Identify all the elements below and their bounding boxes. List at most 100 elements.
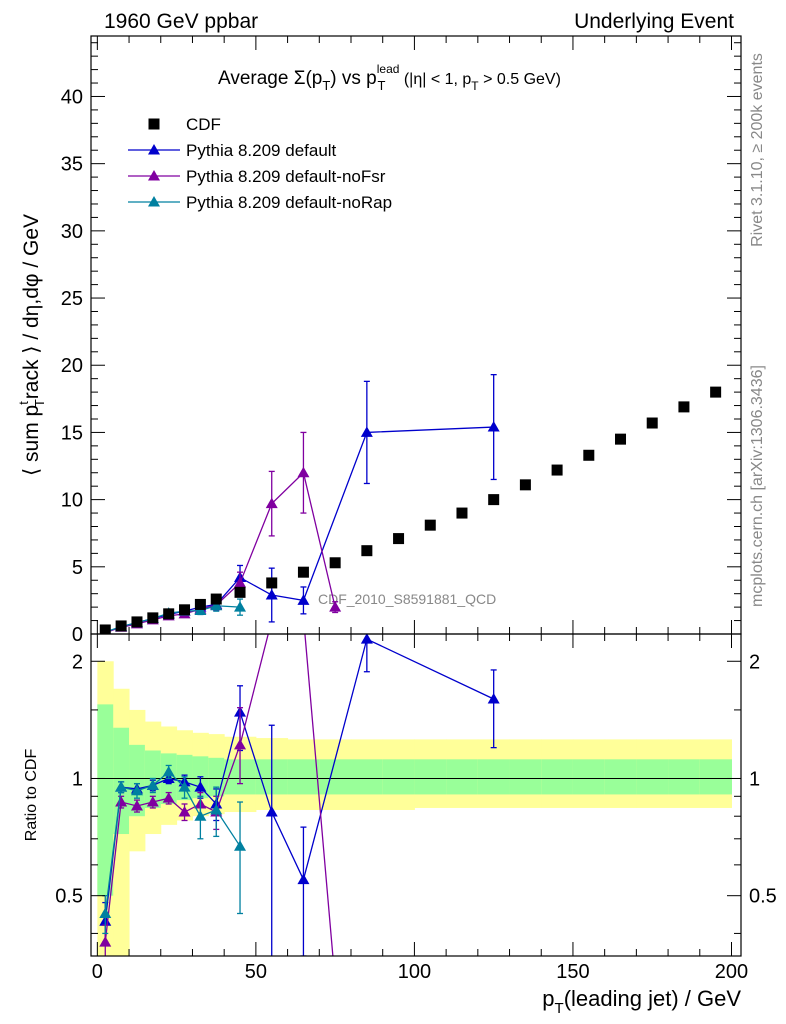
ratio-point-noFsr — [146, 796, 159, 807]
ratio-point-noFsr — [130, 799, 143, 811]
ylabel-sub: T — [32, 399, 47, 407]
ratio-series-noRap — [99, 764, 247, 935]
ratio-band-inner — [604, 759, 637, 795]
ratio-ytick-label: 0.5 — [55, 886, 83, 908]
ratio-point-noRap — [130, 784, 143, 796]
main-ytick-label: 0 — [72, 624, 83, 646]
data-point-cdf — [179, 604, 191, 616]
ratio-band-inner — [541, 759, 574, 795]
ratio-band-inner — [319, 759, 352, 795]
ratio-y-ticks: 0.5 0.5 1 1 2 2 — [55, 651, 777, 934]
ratio-point-default — [360, 634, 373, 644]
ratio-band-inner — [668, 759, 701, 795]
ratio-plot-frame — [90, 633, 742, 957]
legend: CDF Pythia 8.209 default Pythia 8.209 defa… — [128, 115, 392, 212]
ratio-ytick-label-right: 0.5 — [749, 886, 777, 908]
title-sub3: T — [471, 79, 479, 93]
title-sub1: T — [322, 78, 330, 93]
main-watermark: CDF_2010_S8591881_QCD — [318, 591, 496, 607]
data-point-cdf — [678, 401, 690, 413]
data-point-cdf — [615, 433, 627, 445]
ratio-band-inner — [97, 704, 114, 896]
data-point-noRap — [210, 599, 223, 611]
xlabel-pre: p — [542, 986, 554, 1011]
ratio-point-noRap — [210, 803, 223, 815]
data-point-cdf — [424, 519, 436, 531]
legend-marker-noRap — [148, 196, 160, 207]
ratio-band-inner — [351, 759, 384, 795]
ratio-ytick-label-right: 1 — [749, 768, 760, 790]
main-ytick-label: 10 — [61, 490, 83, 512]
ratio-band-inner — [446, 759, 479, 795]
legend-item-noFsr: Pythia 8.209 default-noFsr — [128, 167, 386, 186]
data-point-cdf — [646, 417, 658, 429]
data-point-cdf — [583, 449, 595, 461]
data-point-cdf — [456, 507, 468, 519]
data-point-cdf — [99, 624, 111, 634]
ratio-point-noFsr — [115, 796, 128, 807]
data-point-cdf — [361, 545, 373, 557]
ratio-band-inner — [414, 759, 447, 795]
data-point-noFsr — [297, 466, 310, 478]
legend-label: Pythia 8.209 default — [186, 141, 337, 160]
ratio-ytick-label: 2 — [72, 651, 83, 673]
data-point-default — [297, 594, 310, 605]
ratio-band-inner — [113, 727, 130, 835]
main-ytick-label: 5 — [72, 557, 83, 579]
data-point-cdf — [163, 608, 175, 620]
legend-label: Pythia 8.209 default-noRap — [186, 193, 392, 212]
ratio-band-inner — [699, 759, 732, 795]
ratio-point-noFsr — [234, 738, 247, 750]
ratio-point-noFsr — [329, 976, 341, 987]
data-point-cdf — [551, 464, 563, 476]
ratio-point-default — [297, 873, 310, 885]
ratio-point-noRap — [146, 779, 159, 790]
legend-item-noRap: Pythia 8.209 default-noRap — [128, 193, 392, 212]
title-end: > 0.5 GeV) — [479, 71, 561, 88]
main-y-ticks: 0 5 10 15 20 25 30 35 40 — [61, 42, 741, 646]
ratio-point-default — [487, 693, 500, 704]
xtick-label: 100 — [398, 961, 431, 983]
data-point-cdf — [519, 479, 531, 491]
main-title: Average Σ(pT) vs plead T (|η| < 1, pT > 0… — [218, 62, 561, 93]
ylabel-pre: ⟨ sum p — [20, 405, 43, 476]
title-pre: Average Σ(p — [218, 68, 322, 89]
title-sub2: T — [377, 78, 385, 93]
ratio-plot-panel: 0.5 0.5 1 1 2 2 0 50 100 150 200 Ratio to CDF pT(… — [23, 633, 777, 1017]
ratio-band-inner — [572, 759, 606, 795]
title-mid: ) vs p — [330, 68, 376, 89]
ratio-x-ticks: 0 50 100 150 200 — [92, 634, 748, 983]
main-ytick-label: 30 — [61, 221, 83, 243]
data-point-cdf — [194, 598, 206, 610]
legend-marker-cdf — [148, 118, 160, 130]
main-ytick-label: 35 — [61, 154, 83, 176]
main-series-cdf — [99, 386, 722, 634]
legend-marker-noFsr — [148, 170, 160, 181]
ylabel-sup: t — [16, 401, 31, 405]
main-series-group — [99, 373, 722, 634]
data-point-default — [487, 421, 500, 432]
main-plot-panel: 0 5 10 15 20 25 30 35 40 CDF_2010_S8591881_QCD A… — [16, 35, 742, 646]
ratio-point-default — [265, 806, 278, 817]
ylabel-post: rack ⟩ / dη,dφ / GeV — [20, 214, 43, 399]
ratio-point-noRap — [162, 765, 175, 777]
data-point-default — [265, 589, 278, 600]
ratio-band-inner — [382, 759, 415, 795]
ratio-series-group — [99, 634, 500, 987]
ratio-point-default — [194, 781, 207, 792]
ratio-band-inner — [636, 759, 669, 795]
xtick-label: 150 — [556, 961, 589, 983]
ratio-point-noRap — [178, 781, 191, 792]
legend-label: Pythia 8.209 default-noFsr — [186, 167, 386, 186]
ratio-point-noFsr — [178, 806, 191, 817]
xtick-label: 200 — [715, 961, 748, 983]
header-right: Underlying Event — [574, 10, 734, 33]
ratio-ytick-label-right: 2 — [749, 651, 760, 673]
data-point-noFsr — [234, 576, 247, 588]
xtick-label: 50 — [245, 961, 267, 983]
data-point-cdf — [115, 620, 127, 632]
ratio-band-inner — [509, 759, 542, 795]
xlabel-sub: T — [555, 1000, 564, 1017]
ratio-band-inner — [129, 744, 146, 817]
